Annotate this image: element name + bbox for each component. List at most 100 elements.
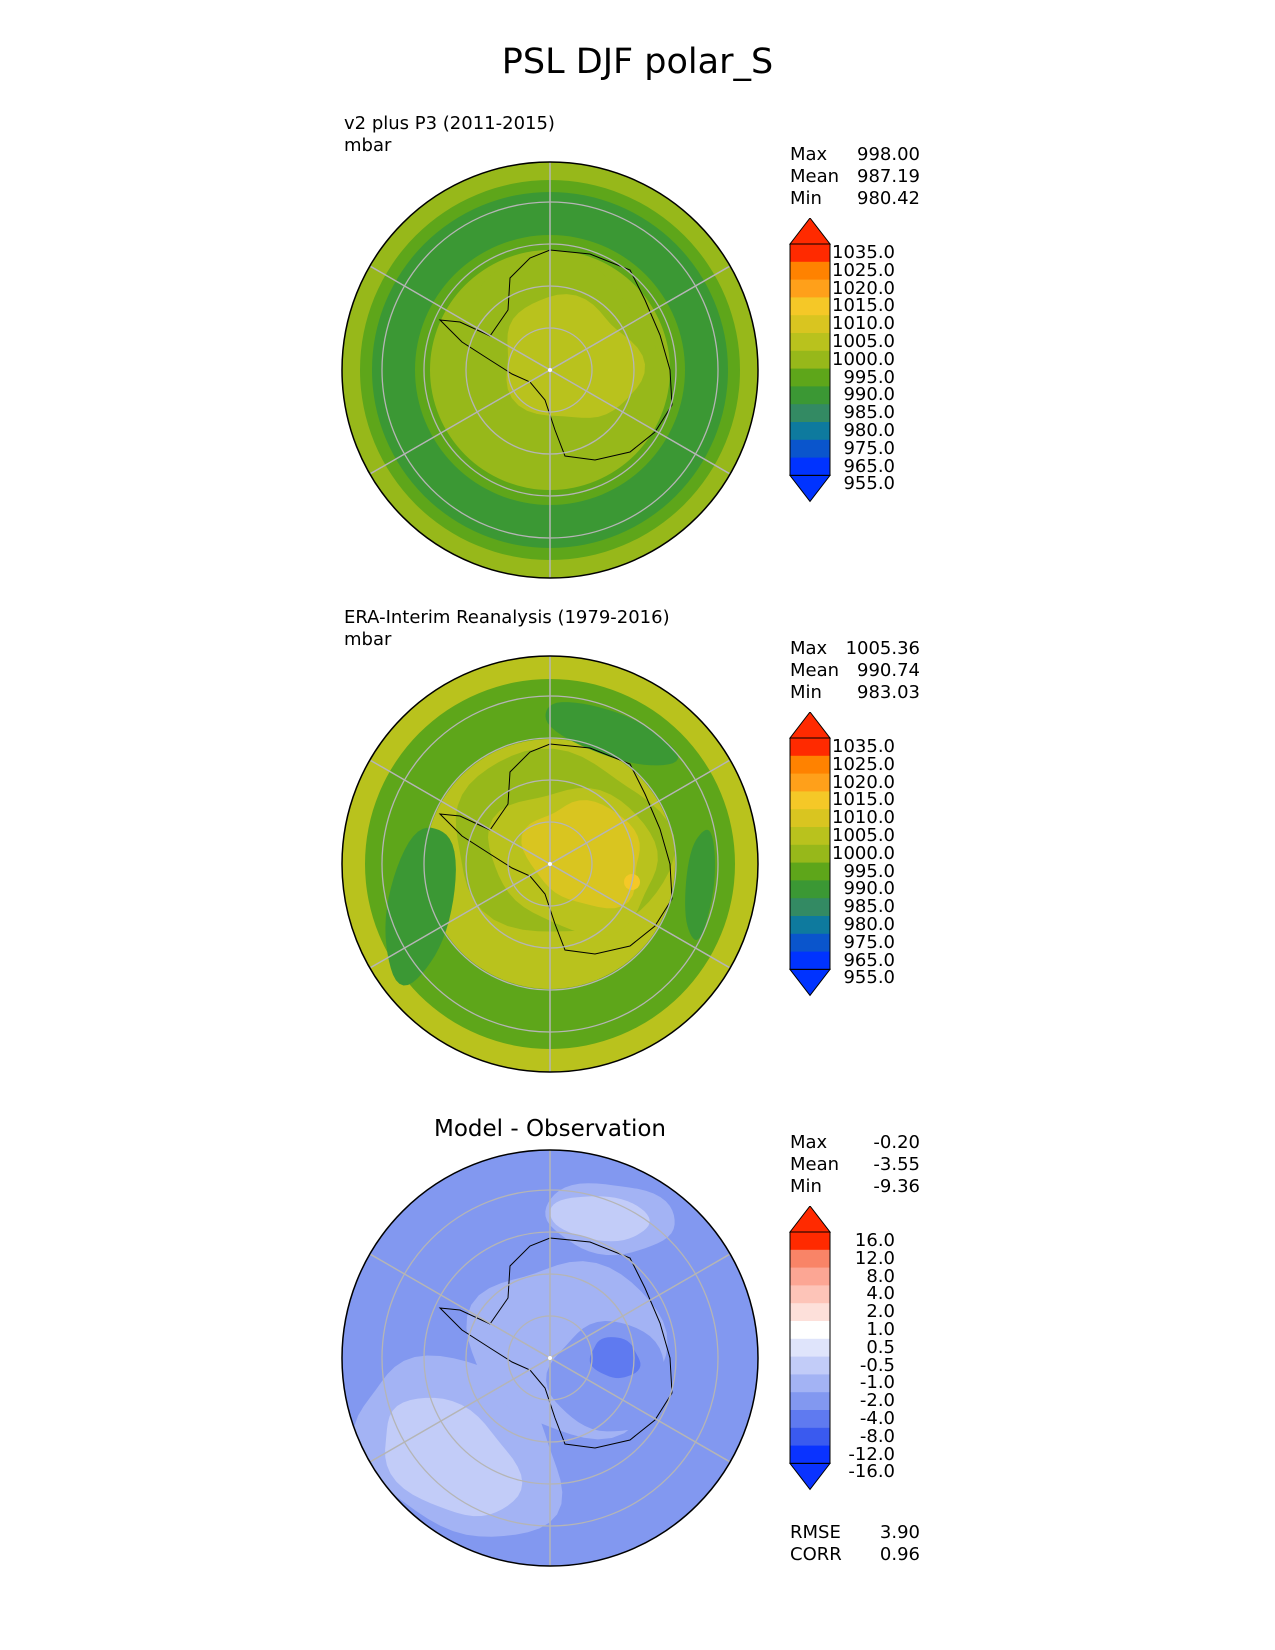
colorbar-tick-label: -12.0 <box>848 1443 895 1465</box>
colorbar-segment <box>790 333 830 352</box>
panel-2-map-field <box>342 656 758 1072</box>
colorbar-segment <box>790 933 830 953</box>
colorbar-segment <box>790 386 830 405</box>
stat-value: 1005.36 <box>845 638 920 659</box>
colorbar-segment <box>790 791 830 810</box>
colorbar-tick-label: 2.0 <box>866 1301 895 1323</box>
colorbar-tick-label: 1005.0 <box>832 824 895 846</box>
contour-region <box>685 829 715 941</box>
colorbar-tick-label: -8.0 <box>859 1425 895 1447</box>
stat-label: Max <box>790 638 828 659</box>
stat-value: 990.74 <box>857 660 920 681</box>
pole-point <box>548 862 552 866</box>
colorbar-segment <box>790 916 830 935</box>
colorbar-segment <box>790 1303 830 1322</box>
contour-region <box>365 679 735 1049</box>
stat-label: Mean <box>790 166 840 187</box>
stat-value: -9.36 <box>873 1176 920 1197</box>
colorbar-tick-label: 1015.0 <box>832 789 895 811</box>
colorbar-segment <box>790 827 830 846</box>
meridian-line <box>549 265 731 371</box>
colorbar-tick-label: 1020.0 <box>832 277 895 299</box>
colorbar-tick-label: 975.0 <box>843 931 895 953</box>
panel-1-polar-map <box>341 161 759 579</box>
colorbar-tick-label: 1.0 <box>866 1318 895 1340</box>
panel-2-colorbar <box>788 712 832 997</box>
colorbar-tick-label: 995.0 <box>843 366 895 388</box>
stat-value: 998.00 <box>857 144 920 165</box>
panel-3-stats: Max -0.20 Mean -3.55 Min -9.36 <box>790 1132 920 1198</box>
pole-point <box>548 1356 552 1360</box>
colorbar-segment <box>790 350 830 370</box>
colorbar-tick-label: -16.0 <box>848 1461 895 1483</box>
colorbar-tick-label: 1000.0 <box>832 348 895 370</box>
colorbar-segment <box>790 368 830 387</box>
panel-1-title-text: v2 plus P3 (2011-2015) <box>344 113 555 134</box>
colorbar-tick-label: 990.0 <box>843 878 895 900</box>
stat-label: Mean <box>790 1154 840 1175</box>
colorbar-segment <box>790 1410 830 1429</box>
map-boundary <box>341 1149 759 1567</box>
map-boundary <box>341 655 759 1073</box>
colorbar-tick-label: 955.0 <box>843 967 895 989</box>
colorbar-tick-label: 1010.0 <box>832 313 895 335</box>
colorbar-segment <box>790 844 830 864</box>
stat-label: Max <box>790 144 828 165</box>
panel-3-map-field <box>342 1150 758 1566</box>
meridian-line <box>549 369 731 475</box>
colorbar-tick-label: 955.0 <box>843 473 895 495</box>
meridian-line <box>549 759 731 865</box>
colorbar-tick-label: 980.0 <box>843 419 895 441</box>
colorbar-segment <box>790 279 830 298</box>
colorbar-tick-label: 965.0 <box>843 949 895 971</box>
colorbar-extend-min <box>788 474 832 503</box>
panel-3-colorbar-labels: 16.0 12.0 8.0 4.0 2.0 1.0 0.5 -0.5 -1.0 -2.0 -4.0-… <box>825 1232 895 1481</box>
stat-label: Min <box>790 1176 822 1197</box>
colorbar-tick-label: 975.0 <box>843 437 895 459</box>
panel-1-map-field <box>342 162 758 578</box>
colorbar-tick-label: 1035.0 <box>832 242 895 263</box>
colorbar-tick-label: 995.0 <box>843 860 895 882</box>
colorbar-tick-label: 1015.0 <box>832 295 895 317</box>
colorbar-segment <box>790 1321 830 1340</box>
meridian-line <box>369 863 551 969</box>
colorbar-segment <box>790 439 830 459</box>
colorbar-frame <box>789 1231 831 1464</box>
colorbar-segment <box>790 862 830 881</box>
colorbar-tick-label: 0.5 <box>866 1336 895 1358</box>
colorbar-segment <box>790 880 830 899</box>
colorbar-segment <box>790 951 830 970</box>
colorbar-tick-label: 990.0 <box>843 384 895 406</box>
stat-label: Max <box>790 1132 828 1153</box>
colorbar-segment <box>790 773 830 792</box>
colorbar-extend-max <box>788 218 832 245</box>
meridian-line <box>369 1357 551 1463</box>
meridian-line <box>369 265 551 371</box>
colorbar-frame <box>789 243 831 476</box>
colorbar-tick-label: -2.0 <box>859 1390 895 1412</box>
colorbar-frame <box>789 737 831 970</box>
colorbar-tick-label: -0.5 <box>859 1354 895 1376</box>
colorbar-segment <box>790 1392 830 1411</box>
panel-2-colorbar-labels: 1035.0 1025.0 1020.0 1015.0 1010.0 1005.0 1000… <box>825 738 895 987</box>
colorbar-segment <box>790 457 830 476</box>
colorbar-tick-label: 4.0 <box>866 1283 895 1305</box>
stat-value: 980.42 <box>857 188 920 209</box>
colorbar-segment <box>790 1285 830 1304</box>
metric-value: 3.90 <box>879 1522 920 1543</box>
metric-value: 0.96 <box>879 1544 920 1565</box>
colorbar-segment <box>790 1374 830 1393</box>
metric-label: RMSE <box>790 1522 841 1543</box>
contour-region <box>589 1337 641 1379</box>
colorbar-tick-label: 965.0 <box>843 455 895 477</box>
colorbar-tick-label: 1020.0 <box>832 771 895 793</box>
colorbar-segment <box>790 1249 830 1269</box>
panel-2-stats: Max 1005.36 Mean 990.74 Min 983.03 <box>790 638 920 704</box>
colorbar-segment <box>790 1427 830 1447</box>
contour-region <box>506 294 645 418</box>
colorbar-segment <box>790 315 830 334</box>
colorbar-tick-label: 985.0 <box>843 402 895 424</box>
map-boundary <box>341 161 759 579</box>
meridian-line <box>549 1357 731 1463</box>
colorbar-segment <box>790 738 830 757</box>
